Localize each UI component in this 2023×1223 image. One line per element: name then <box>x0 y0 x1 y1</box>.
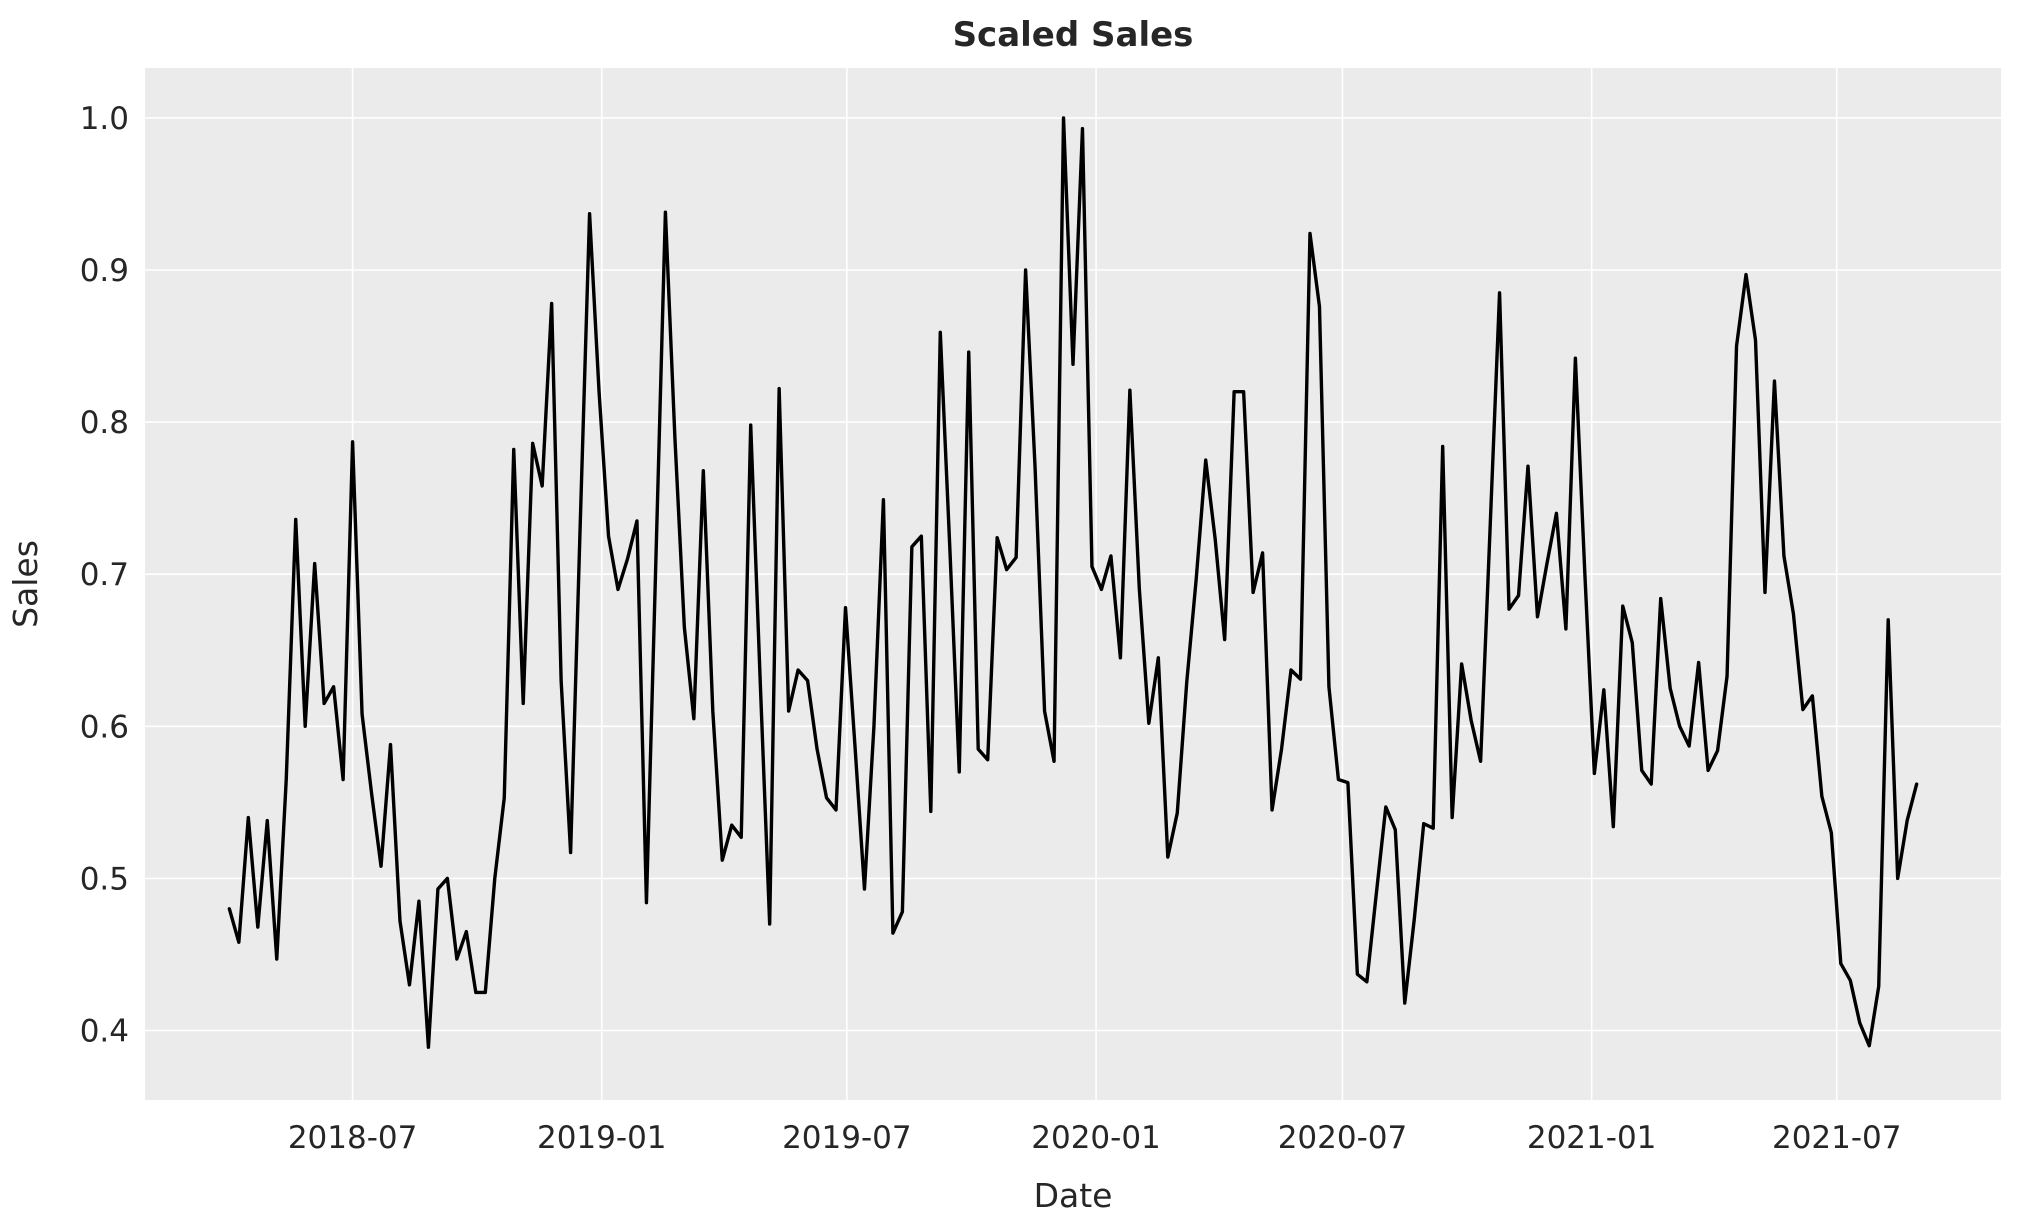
y-tick-label: 0.5 <box>80 861 129 897</box>
x-tick-label: 2020-01 <box>1031 1120 1161 1156</box>
y-axis-label: Sales <box>6 540 45 628</box>
y-tick-label: 0.7 <box>80 557 129 593</box>
x-tick-label: 2021-07 <box>1772 1120 1902 1156</box>
sales-series-line <box>227 116 1919 1049</box>
x-tick-label: 2019-07 <box>782 1120 912 1156</box>
x-tick-label: 2018-07 <box>288 1120 418 1156</box>
y-tick-label: 0.6 <box>80 709 129 745</box>
x-tick-label: 2020-07 <box>1278 1120 1408 1156</box>
x-axis-tick-labels: 2018-07 2019-01 2019-07 2020-01 2020-07 2021-… <box>288 1120 1902 1156</box>
y-axis-tick-labels: 1.0 0.9 0.8 0.7 0.6 0.5 0.4 <box>80 101 129 1050</box>
x-tick-label: 2021-01 <box>1527 1120 1657 1156</box>
y-tick-label: 1.0 <box>80 101 129 137</box>
x-tick-label: 2019-01 <box>537 1120 667 1156</box>
y-tick-label: 0.8 <box>80 405 129 441</box>
x-axis-label: Date <box>1034 1176 1113 1215</box>
gridlines <box>145 68 2001 1100</box>
chart-title: Scaled Sales <box>953 15 1194 55</box>
y-tick-label: 0.9 <box>80 253 129 289</box>
y-tick-label: 0.4 <box>80 1013 129 1049</box>
